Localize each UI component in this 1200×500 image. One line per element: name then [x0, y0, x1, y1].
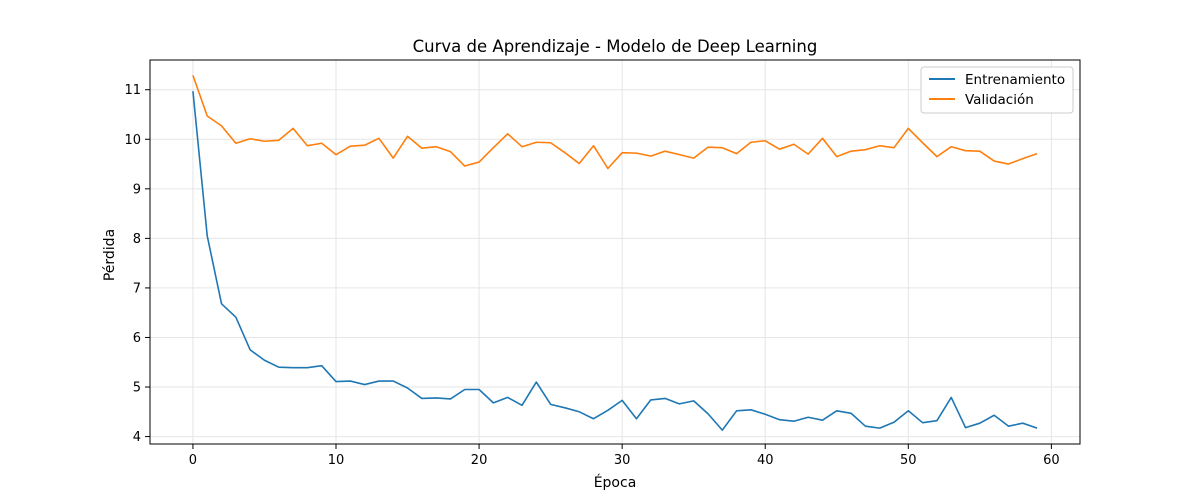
x-tick-label: 10 [328, 453, 345, 468]
chart-title: Curva de Aprendizaje - Modelo de Deep Le… [413, 37, 818, 56]
y-tick-label: 9 [133, 182, 141, 197]
x-tick-label: 0 [189, 453, 197, 468]
legend-label-validacion: Validación [965, 92, 1034, 108]
x-axis-ticks: 0 10 20 30 40 50 60 [189, 444, 1060, 468]
x-tick-label: 50 [900, 453, 917, 468]
y-tick-label: 5 [133, 381, 141, 396]
y-tick-label: 11 [124, 83, 141, 98]
y-tick-label: 10 [124, 133, 141, 148]
x-tick-label: 20 [471, 453, 488, 468]
y-tick-label: 8 [133, 232, 141, 247]
x-axis-title: Época [594, 474, 637, 491]
plot-area-frame [149, 59, 1081, 445]
y-tick-label: 7 [133, 281, 141, 296]
y-tick-label: 6 [133, 331, 141, 346]
series-line-entrenamiento [192, 91, 1038, 431]
x-tick-label: 60 [1043, 453, 1060, 468]
y-tick-label: 4 [133, 430, 141, 445]
series-line-validacion [192, 75, 1038, 170]
x-tick-label: 30 [614, 453, 631, 468]
series-lines [192, 75, 1038, 431]
grid-lines [150, 60, 1080, 444]
y-axis-ticks: 4 5 6 7 8 9 10 11 [124, 83, 150, 445]
y-axis-title: Pérdida [102, 229, 118, 281]
legend: Entrenamiento Validación [920, 66, 1074, 114]
x-tick-label: 40 [757, 453, 774, 468]
legend-box [920, 66, 1074, 114]
legend-label-entrenamiento: Entrenamiento [965, 72, 1065, 88]
